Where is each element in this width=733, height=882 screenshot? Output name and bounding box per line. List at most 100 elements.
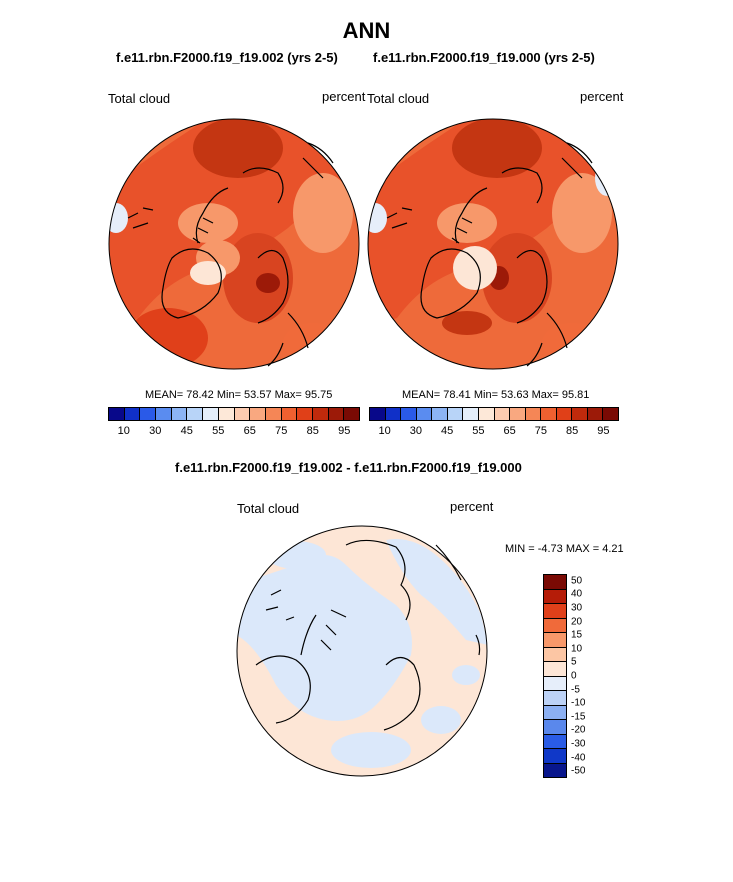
left-colorbar-tick-label: 10 bbox=[117, 425, 130, 437]
diff-colorbar-swatch bbox=[544, 604, 566, 619]
right-colorbar: 10 30 45 55 65 75 85 95 bbox=[369, 407, 619, 441]
left-colorbar-swatch bbox=[250, 408, 266, 420]
diff-colorbar-tick-label: 0 bbox=[571, 670, 577, 682]
diff-colorbar-tick-label: 5 bbox=[571, 656, 577, 668]
right-colorbar-tick-label: 45 bbox=[441, 425, 454, 437]
diff-colorbar-swatch bbox=[544, 589, 566, 604]
right-colorbar-ticks: 10 30 45 55 65 75 85 95 bbox=[369, 425, 619, 441]
left-colorbar-tick-label: 45 bbox=[180, 425, 193, 437]
right-colorbar-swatch bbox=[494, 408, 511, 420]
left-panel-stats: MEAN= 78.42 Min= 53.57 Max= 95.75 bbox=[145, 389, 333, 401]
left-colorbar-tick-label: 55 bbox=[212, 425, 225, 437]
diff-colorbar-swatches bbox=[543, 574, 567, 778]
right-colorbar-tick-label: 65 bbox=[503, 425, 516, 437]
left-colorbar-tick-label: 75 bbox=[275, 425, 288, 437]
right-colorbar-swatch bbox=[370, 408, 386, 420]
diff-colorbar-tick-label: 10 bbox=[571, 643, 583, 655]
diff-colorbar-tick-label: -15 bbox=[571, 711, 586, 723]
diff-title: f.e11.rbn.F2000.f19_f19.002 - f.e11.rbn.… bbox=[175, 460, 522, 475]
left-colorbar-swatch bbox=[218, 408, 235, 420]
diff-colorbar-swatch bbox=[544, 734, 566, 749]
diff-colorbar-swatch bbox=[544, 720, 566, 735]
diff-variable-label: Total cloud bbox=[237, 501, 300, 516]
left-colorbar-swatch bbox=[312, 408, 329, 420]
figure-title: ANN bbox=[342, 18, 391, 43]
diff-colorbar-swatch bbox=[544, 647, 566, 662]
diff-colorbar-tick-label: 20 bbox=[571, 616, 583, 628]
right-panel-case-title: f.e11.rbn.F2000.f19_f19.000 (yrs 2-5) bbox=[373, 50, 595, 65]
right-colorbar-swatch bbox=[510, 408, 526, 420]
left-colorbar-ticks: 10 30 45 55 65 75 85 95 bbox=[108, 425, 360, 441]
left-colorbar-swatch bbox=[265, 408, 282, 420]
diff-colorbar-swatch bbox=[544, 676, 566, 691]
diff-colorbar-tick-label: -30 bbox=[571, 738, 586, 750]
diff-colorbar-tick-label: -20 bbox=[571, 724, 586, 736]
right-panel-variable-label: Total cloud bbox=[367, 91, 430, 106]
diff-stats: MIN = -4.73 MAX = 4.21 bbox=[505, 543, 624, 555]
right-colorbar-swatch bbox=[525, 408, 542, 420]
diff-colorbar-tick-label: -50 bbox=[571, 765, 586, 777]
left-colorbar-swatch bbox=[234, 408, 251, 420]
left-colorbar-swatch bbox=[109, 408, 125, 420]
diff-polar-map bbox=[236, 525, 488, 777]
diff-colorbar-tick-label: -40 bbox=[571, 752, 586, 764]
right-colorbar-swatch bbox=[603, 408, 618, 420]
left-panel-units-label: percent bbox=[322, 89, 366, 104]
left-colorbar: 10 30 45 55 65 75 85 95 bbox=[108, 407, 360, 441]
diff-colorbar-tick-label: -5 bbox=[571, 684, 580, 696]
diff-colorbar-swatch bbox=[544, 763, 566, 777]
right-panel-stats: MEAN= 78.41 Min= 53.63 Max= 95.81 bbox=[402, 389, 590, 401]
left-colorbar-swatch bbox=[328, 408, 345, 420]
right-colorbar-swatch bbox=[572, 408, 588, 420]
left-panel-variable-label: Total cloud bbox=[108, 91, 171, 106]
right-colorbar-tick-label: 10 bbox=[378, 425, 391, 437]
right-colorbar-tick-label: 30 bbox=[409, 425, 422, 437]
diff-units-label: percent bbox=[450, 499, 494, 514]
diff-colorbar-tick-label: 30 bbox=[571, 602, 583, 614]
left-colorbar-swatch bbox=[297, 408, 313, 420]
diff-colorbar-swatch bbox=[544, 749, 566, 764]
diff-colorbar-ticks: 50 40 30 20 15 10 5 0 -5 -10 -15 -20 -30 -40 -50 bbox=[571, 574, 611, 778]
diff-colorbar-swatch bbox=[544, 662, 566, 677]
right-colorbar-tick-label: 75 bbox=[534, 425, 547, 437]
left-colorbar-tick-label: 30 bbox=[149, 425, 162, 437]
right-colorbar-swatch bbox=[416, 408, 433, 420]
left-polar-map bbox=[108, 118, 360, 370]
right-panel-units-label: percent bbox=[580, 89, 624, 104]
left-colorbar-tick-label: 85 bbox=[306, 425, 319, 437]
right-colorbar-swatch bbox=[401, 408, 417, 420]
left-colorbar-tick-label: 65 bbox=[243, 425, 256, 437]
right-colorbar-swatch bbox=[478, 408, 495, 420]
right-colorbar-swatch bbox=[447, 408, 464, 420]
left-colorbar-swatch bbox=[203, 408, 219, 420]
left-colorbar-tick-label: 95 bbox=[338, 425, 351, 437]
diff-colorbar-tick-label: 50 bbox=[571, 575, 583, 587]
left-colorbar-swatch bbox=[124, 408, 141, 420]
diff-colorbar-swatch bbox=[544, 691, 566, 706]
right-colorbar-swatch bbox=[556, 408, 573, 420]
right-colorbar-swatch bbox=[385, 408, 402, 420]
left-colorbar-swatch bbox=[156, 408, 172, 420]
right-colorbar-swatches bbox=[369, 407, 619, 421]
right-colorbar-swatch bbox=[541, 408, 557, 420]
diff-colorbar-tick-label: -10 bbox=[571, 697, 586, 709]
diff-colorbar-swatch bbox=[544, 575, 566, 590]
diff-colorbar-swatch bbox=[544, 633, 566, 648]
left-colorbar-swatch bbox=[344, 408, 359, 420]
right-colorbar-swatch bbox=[587, 408, 604, 420]
right-colorbar-swatch bbox=[463, 408, 479, 420]
right-colorbar-tick-label: 55 bbox=[472, 425, 485, 437]
diff-colorbar-tick-label: 15 bbox=[571, 629, 583, 641]
left-colorbar-swatch bbox=[187, 408, 204, 420]
left-colorbar-swatch bbox=[281, 408, 298, 420]
left-panel-case-title: f.e11.rbn.F2000.f19_f19.002 (yrs 2-5) bbox=[116, 50, 338, 65]
diff-colorbar-swatch bbox=[544, 705, 566, 720]
right-colorbar-swatch bbox=[432, 408, 448, 420]
right-colorbar-tick-label: 95 bbox=[597, 425, 610, 437]
left-colorbar-swatch bbox=[140, 408, 157, 420]
left-colorbar-swatches bbox=[108, 407, 360, 421]
left-colorbar-swatch bbox=[171, 408, 188, 420]
diff-colorbar-tick-label: 40 bbox=[571, 588, 583, 600]
diff-colorbar-swatch bbox=[544, 618, 566, 633]
right-colorbar-tick-label: 85 bbox=[566, 425, 579, 437]
